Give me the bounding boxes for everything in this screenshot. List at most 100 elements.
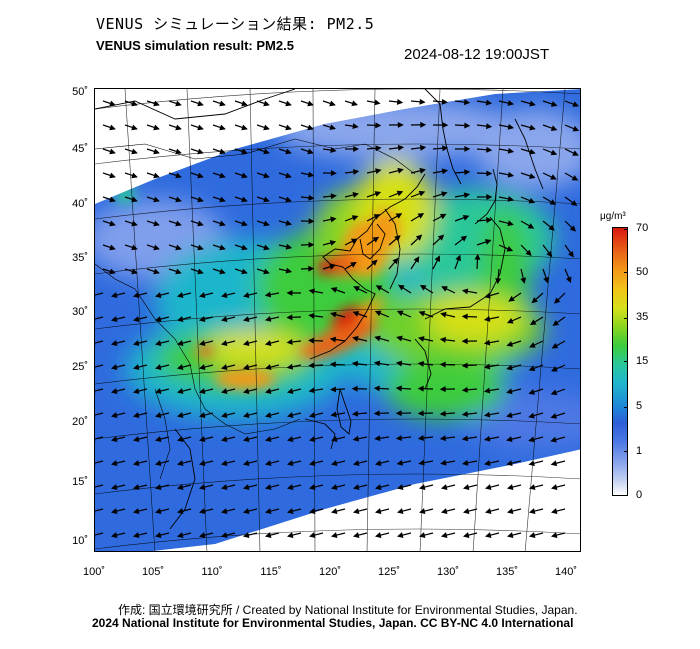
wind-arrow-head — [415, 234, 423, 241]
wind-arrow-head — [176, 412, 184, 418]
wind-arrow-head — [154, 412, 162, 418]
wind-arrow-head — [154, 460, 162, 466]
wind-arrow-head — [263, 100, 270, 107]
wind-arrow-head — [154, 364, 162, 370]
wind-arrow-head — [219, 220, 226, 227]
wind-arrow-head — [110, 532, 118, 538]
wind-arrow-head — [439, 386, 446, 393]
wind-arrow-head — [176, 508, 184, 514]
wind-arrow-head — [219, 100, 226, 107]
wind-arrow-head — [418, 190, 426, 197]
wind-arrow-head — [220, 340, 228, 346]
wind-arrow-head — [507, 147, 515, 154]
wind-arrow-head — [264, 508, 272, 514]
wind-arrow-head — [175, 220, 182, 227]
lat-label: 25˚ — [72, 361, 88, 373]
wind-arrow-head — [417, 435, 424, 441]
wind-arrow-head — [264, 364, 272, 370]
wind-arrow-head — [463, 192, 471, 199]
wind-arrow-head — [308, 194, 315, 201]
page-title-en: VENUS simulation result: PM2.5 — [96, 38, 294, 53]
wind-arrow-head — [374, 484, 382, 490]
colorbar-label: 15 — [636, 355, 649, 367]
wind-arrow-head — [570, 200, 578, 206]
wind-arrow-head — [329, 386, 337, 393]
wind-arrow-head — [484, 460, 491, 466]
wind-arrow-head — [375, 122, 382, 129]
wind-arrow-head — [308, 508, 316, 514]
colorbar-label: 5 — [636, 400, 643, 412]
wind-arrow — [95, 508, 104, 512]
wind-arrow-head — [439, 435, 447, 442]
wind-arrow-head — [219, 268, 226, 275]
wind-arrow-head — [418, 508, 426, 514]
wind-arrow-head — [197, 148, 204, 155]
wind-arrow-head — [220, 460, 228, 466]
wind-arrow-head — [285, 243, 293, 250]
wind-arrow-head — [550, 460, 558, 467]
wind-arrow-head — [198, 364, 206, 370]
wind-arrow-head — [374, 532, 382, 538]
wind-arrow-head — [417, 360, 425, 367]
wind-arrow-head — [286, 314, 293, 321]
wind-arrow-head — [175, 100, 182, 107]
wind-arrow-head — [486, 146, 493, 153]
wind-arrow-head — [153, 100, 160, 107]
wind-arrow-head — [197, 196, 204, 203]
wind-arrow — [95, 364, 104, 368]
wind-arrow — [95, 412, 104, 416]
wind-arrow-head — [308, 218, 315, 225]
wind-arrow-head — [285, 196, 292, 203]
wind-arrow-head — [241, 268, 248, 275]
colorbar-label: 70 — [636, 222, 649, 234]
wind-arrow-head — [419, 284, 427, 291]
wind-arrow-head — [198, 484, 206, 490]
wind-arrow-head — [397, 167, 404, 174]
wind-arrow-head — [110, 340, 118, 346]
wind-arrow-head — [549, 199, 557, 205]
wind-arrow-head — [483, 339, 491, 346]
wind-arrow-head — [529, 319, 537, 326]
wind-arrow-head — [308, 484, 316, 490]
wind-arrow-head — [474, 253, 481, 260]
colorbar-label: 0 — [636, 489, 643, 501]
wind-arrow-head — [507, 195, 515, 202]
wind-arrow-head — [392, 257, 399, 265]
wind-arrow-head — [528, 412, 535, 419]
wind-arrow-head — [552, 320, 560, 326]
wind-arrow-head — [197, 124, 204, 131]
wind-arrow-head — [418, 532, 426, 538]
wind-arrow-head — [198, 388, 206, 394]
wind-arrow-head — [219, 196, 226, 203]
coastlines — [95, 89, 544, 530]
wind-arrow-head — [110, 388, 118, 394]
colorbar-tick — [624, 361, 628, 362]
wind-arrow-head — [198, 316, 206, 322]
wind-arrow-head — [132, 484, 140, 490]
wind-arrow-head — [441, 168, 449, 175]
wind-arrow-head — [307, 124, 314, 131]
wind-arrow-head — [219, 244, 226, 251]
wind-arrow — [95, 436, 104, 440]
wind-arrow-head — [132, 292, 140, 298]
wind-arrow-head — [462, 214, 470, 221]
wind-arrow-head — [418, 459, 425, 466]
wind-arrow-head — [550, 389, 558, 396]
wind-arrow-head — [264, 291, 272, 298]
wind-arrow-head — [373, 360, 381, 367]
wind-arrow-head — [506, 532, 514, 538]
wind-arrow-head — [263, 172, 270, 179]
wind-arrow-head — [550, 125, 558, 131]
wind-arrow-head — [264, 532, 272, 538]
wind-arrow-head — [461, 313, 468, 320]
wind-arrow-head — [285, 220, 293, 226]
wind-arrow-head — [286, 508, 294, 514]
wind-arrow-head — [329, 100, 336, 107]
wind-arrow-head — [220, 412, 228, 418]
wind-arrow-head — [175, 172, 182, 179]
wind-arrow-head — [506, 388, 513, 395]
credit-line: 作成: 国立環境研究所 / Created by National Instit… — [118, 603, 578, 617]
wind-arrow-head — [330, 532, 338, 538]
wind-arrow-head — [132, 364, 140, 370]
wind-arrow-head — [353, 146, 360, 152]
